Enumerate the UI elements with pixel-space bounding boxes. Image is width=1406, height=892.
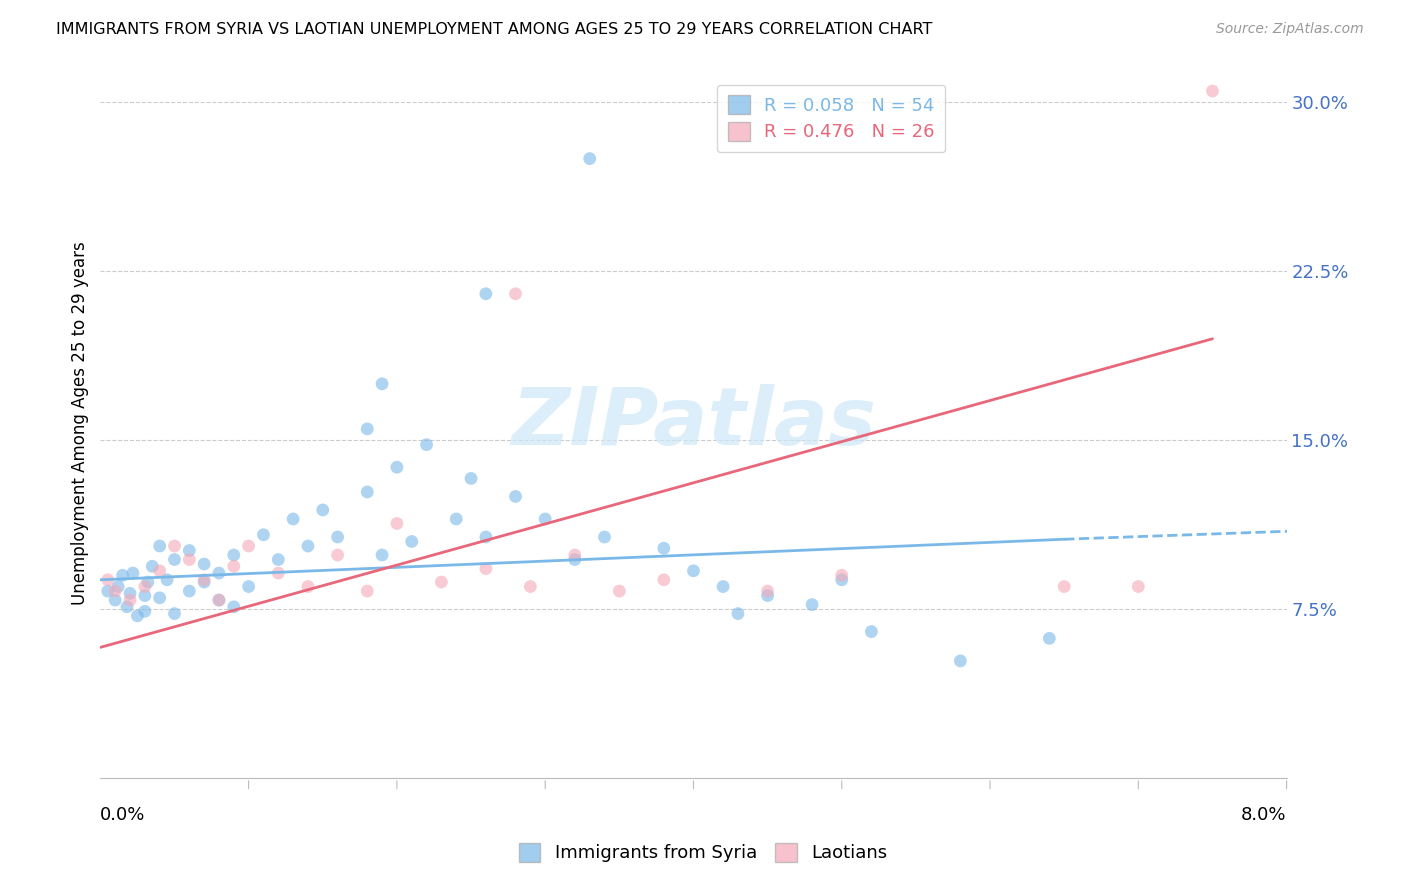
Point xyxy=(371,548,394,562)
Y-axis label: Unemployment Among Ages 25 to 29 years: Unemployment Among Ages 25 to 29 years xyxy=(72,242,89,605)
Point xyxy=(163,539,186,553)
Point xyxy=(134,604,156,618)
Point xyxy=(727,607,749,621)
Point xyxy=(607,584,630,599)
Point xyxy=(1128,580,1150,594)
Point xyxy=(208,593,231,607)
Legend: Immigrants from Syria, Laotians: Immigrants from Syria, Laotians xyxy=(512,836,894,870)
Point xyxy=(356,485,378,500)
Point xyxy=(134,589,156,603)
Point xyxy=(756,584,779,599)
Point xyxy=(267,566,290,580)
Legend: R = 0.058   N = 54, R = 0.476   N = 26: R = 0.058 N = 54, R = 0.476 N = 26 xyxy=(717,85,945,153)
Point xyxy=(371,376,394,391)
Text: 8.0%: 8.0% xyxy=(1241,806,1286,824)
Point xyxy=(118,593,141,607)
Point xyxy=(312,503,335,517)
Point xyxy=(682,564,704,578)
Point xyxy=(127,608,149,623)
Point xyxy=(111,568,134,582)
Point xyxy=(163,552,186,566)
Point xyxy=(1038,632,1060,646)
Point xyxy=(564,548,586,562)
Point xyxy=(193,575,215,590)
Point xyxy=(1053,580,1076,594)
Point xyxy=(578,152,600,166)
Point xyxy=(564,552,586,566)
Point xyxy=(134,580,156,594)
Point xyxy=(118,586,141,600)
Point xyxy=(801,598,824,612)
Point xyxy=(326,548,349,562)
Point xyxy=(115,599,138,614)
Point xyxy=(356,584,378,599)
Point xyxy=(141,559,163,574)
Point xyxy=(1201,84,1223,98)
Point xyxy=(193,573,215,587)
Point xyxy=(238,539,260,553)
Point xyxy=(460,471,482,485)
Point xyxy=(267,552,290,566)
Point xyxy=(860,624,883,639)
Point xyxy=(401,534,423,549)
Point xyxy=(430,575,453,590)
Text: ZIPatlas: ZIPatlas xyxy=(510,384,876,462)
Point xyxy=(208,593,231,607)
Point xyxy=(149,591,172,605)
Point xyxy=(122,566,145,580)
Text: IMMIGRANTS FROM SYRIA VS LAOTIAN UNEMPLOYMENT AMONG AGES 25 TO 29 YEARS CORRELAT: IMMIGRANTS FROM SYRIA VS LAOTIAN UNEMPLO… xyxy=(56,22,932,37)
Point xyxy=(326,530,349,544)
Point xyxy=(149,564,172,578)
Point xyxy=(252,527,274,541)
Point xyxy=(444,512,467,526)
Point xyxy=(179,543,201,558)
Point xyxy=(831,568,853,582)
Point xyxy=(104,584,127,599)
Point xyxy=(475,286,498,301)
Point xyxy=(505,286,527,301)
Point xyxy=(297,580,319,594)
Point xyxy=(475,530,498,544)
Point xyxy=(179,552,201,566)
Point xyxy=(222,548,245,562)
Point xyxy=(356,422,378,436)
Point xyxy=(534,512,557,526)
Point xyxy=(385,460,408,475)
Point xyxy=(97,584,120,599)
Point xyxy=(711,580,734,594)
Point xyxy=(505,490,527,504)
Point xyxy=(519,580,541,594)
Point xyxy=(297,539,319,553)
Point xyxy=(593,530,616,544)
Point xyxy=(238,580,260,594)
Point xyxy=(222,599,245,614)
Point xyxy=(756,589,779,603)
Point xyxy=(385,516,408,531)
Text: Source: ZipAtlas.com: Source: ZipAtlas.com xyxy=(1216,22,1364,37)
Point xyxy=(136,575,159,590)
Point xyxy=(949,654,972,668)
Point xyxy=(107,580,129,594)
Point xyxy=(652,541,675,556)
Point xyxy=(163,607,186,621)
Point xyxy=(475,561,498,575)
Point xyxy=(97,573,120,587)
Point xyxy=(415,437,437,451)
Point xyxy=(179,584,201,599)
Point xyxy=(193,557,215,571)
Point xyxy=(104,593,127,607)
Text: 0.0%: 0.0% xyxy=(100,806,146,824)
Point xyxy=(652,573,675,587)
Point xyxy=(222,559,245,574)
Point xyxy=(831,573,853,587)
Point xyxy=(208,566,231,580)
Point xyxy=(149,539,172,553)
Point xyxy=(281,512,304,526)
Point xyxy=(156,573,179,587)
